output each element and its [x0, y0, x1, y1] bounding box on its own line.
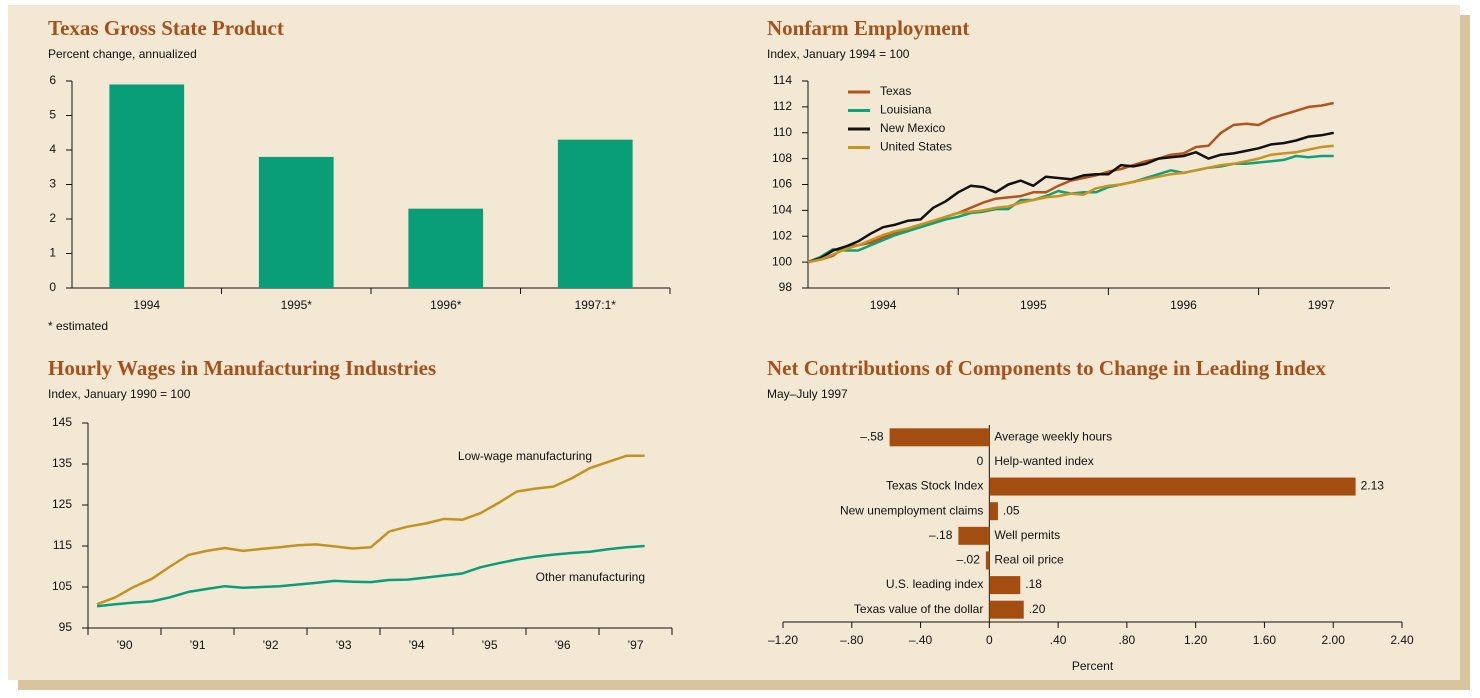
y-tick-label: 100 [772, 254, 792, 268]
y-tick-label: 125 [52, 497, 72, 511]
x-tick-label: 1995* [281, 298, 313, 312]
x-tick-label: –.40 [909, 633, 933, 647]
panel [8, 5, 1460, 680]
x-tick-label: 1.60 [1253, 633, 1277, 647]
x-tick-label: 1995 [1020, 298, 1047, 312]
bar [408, 208, 484, 288]
series-line [807, 131, 1334, 264]
chart-subtitle: Index, January 1994 = 100 [767, 47, 910, 61]
series-label: Low-wage manufacturing [458, 449, 592, 463]
category-label: Texas Stock Index [886, 479, 983, 493]
x-tick-label: 1997:1* [575, 298, 617, 312]
legend-label: United States [880, 140, 952, 154]
x-tick-label: 1996 [1170, 298, 1197, 312]
y-tick-label: 104 [772, 203, 792, 217]
x-axis-label: Percent [1072, 659, 1114, 673]
note: * estimated [48, 319, 108, 333]
chart-subtitle: Index, January 1990 = 100 [48, 387, 191, 401]
bar [989, 576, 1021, 595]
legend-label: Louisiana [880, 103, 932, 117]
category-label: Well permits [994, 528, 1060, 542]
chart-title: Hourly Wages in Manufacturing Industries [48, 356, 436, 380]
y-tick-label: 1 [49, 246, 56, 260]
series-line [807, 144, 1334, 264]
y-tick-label: 105 [52, 579, 72, 593]
legend-label: New Mexico [880, 121, 946, 135]
y-tick-label: 135 [52, 456, 72, 470]
y-tick-label: 6 [49, 73, 56, 87]
category-label: Average weekly hours [994, 429, 1112, 443]
y-tick-label: 4 [49, 142, 56, 156]
bar [109, 84, 185, 288]
x-tick-label: ’96 [554, 638, 570, 652]
y-tick-label: 110 [773, 125, 792, 139]
series-line [96, 544, 645, 608]
x-tick-label: 2.40 [1390, 633, 1414, 647]
value-label: –.58 [860, 429, 884, 443]
chart-subtitle: Percent change, annualized [48, 47, 197, 61]
x-tick-label: 1996* [430, 298, 462, 312]
category-label: Real oil price [994, 553, 1064, 567]
bar [985, 551, 990, 570]
x-tick-label: ’93 [335, 638, 351, 652]
bar [989, 600, 1024, 619]
category-label: U.S. leading index [886, 577, 983, 591]
chart-title: Nonfarm Employment [767, 16, 969, 40]
y-tick-label: 106 [772, 177, 792, 191]
value-label: –.18 [929, 528, 953, 542]
legend-label: Texas [880, 84, 911, 98]
value-label: –.02 [957, 553, 981, 567]
x-tick-label: 0 [986, 633, 993, 647]
x-tick-label: ’95 [481, 638, 497, 652]
y-tick-label: 5 [49, 108, 56, 122]
y-tick-label: 2 [49, 211, 56, 225]
x-tick-label: ’91 [189, 638, 205, 652]
bar [989, 477, 1356, 496]
category-label: Texas value of the dollar [854, 602, 983, 616]
x-tick-label: 1997 [1308, 298, 1335, 312]
bar [958, 526, 990, 545]
series-label: Other manufacturing [536, 570, 645, 584]
value-label: .18 [1025, 577, 1042, 591]
value-label: 0 [977, 454, 984, 468]
bar [258, 156, 334, 288]
x-tick-label: 1994 [133, 298, 160, 312]
x-tick-label: ’92 [262, 638, 278, 652]
bar [889, 428, 990, 447]
category-label: New unemployment claims [840, 503, 983, 517]
y-tick-label: 98 [779, 280, 793, 294]
y-tick-label: 114 [773, 73, 792, 87]
x-tick-label: –.80 [840, 633, 864, 647]
value-label: 2.13 [1361, 479, 1385, 493]
category-label: Help-wanted index [994, 454, 1093, 468]
x-tick-label: 2.00 [1322, 633, 1346, 647]
x-tick-label: –1.20 [768, 633, 798, 647]
y-tick-label: 102 [772, 228, 792, 242]
value-label: .20 [1029, 602, 1046, 616]
y-tick-label: 0 [49, 280, 56, 294]
x-tick-label: ’94 [408, 638, 424, 652]
chart-title: Net Contributions of Components to Chang… [767, 356, 1326, 380]
x-tick-label: 1994 [870, 298, 897, 312]
x-tick-label: 1.20 [1184, 633, 1208, 647]
value-label: .05 [1003, 503, 1020, 517]
series-line [96, 454, 645, 606]
bar [989, 502, 998, 521]
x-tick-label: .40 [1050, 633, 1067, 647]
y-tick-label: 95 [59, 620, 73, 634]
y-tick-label: 3 [49, 177, 56, 191]
chart-subtitle: May–July 1997 [767, 387, 848, 401]
x-tick-label: ’90 [116, 638, 132, 652]
bar [557, 139, 633, 288]
y-tick-label: 108 [772, 151, 792, 165]
x-tick-label: .80 [1119, 633, 1136, 647]
x-tick-label: ’97 [627, 638, 643, 652]
y-tick-label: 145 [52, 415, 72, 429]
chart-title: Texas Gross State Product [48, 16, 284, 40]
y-tick-label: 112 [773, 99, 792, 113]
y-tick-label: 115 [53, 538, 72, 552]
